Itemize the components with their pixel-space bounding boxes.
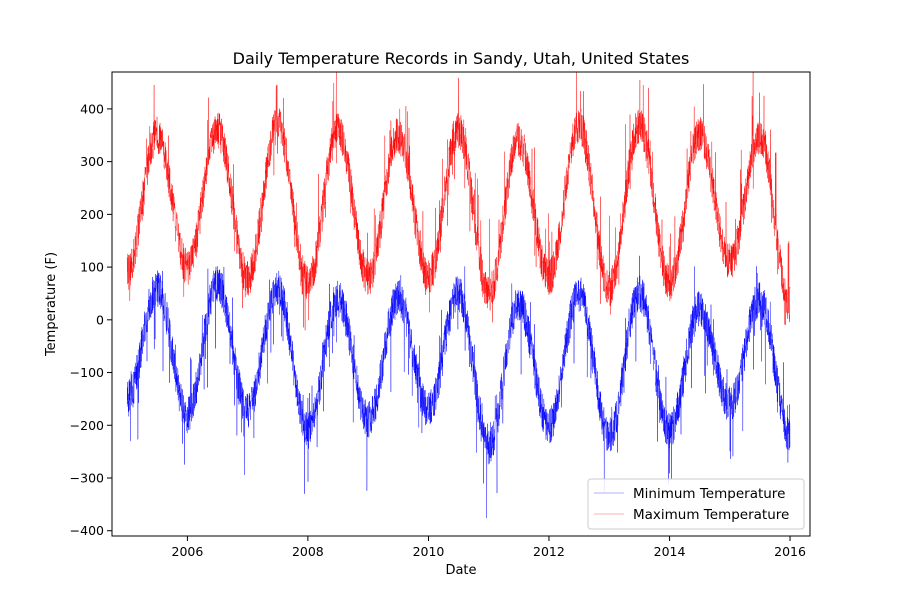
y-axis: 400 300 200 100 0 −100 −200 −300 −400 <box>70 101 112 538</box>
series-line-maximum-temperature <box>127 72 791 331</box>
y-tick-label: 400 <box>80 101 104 116</box>
plot-area-frame <box>111 71 811 537</box>
series-layer <box>127 72 791 519</box>
x-tick-label: 2008 <box>292 544 324 559</box>
legend: Minimum Temperature Maximum Temperature <box>587 478 805 530</box>
legend-label-maximum-temperature: Maximum Temperature <box>633 507 789 523</box>
legend-box <box>587 478 805 530</box>
y-tick-label: 300 <box>80 154 104 169</box>
x-tick-label: 2014 <box>654 544 686 559</box>
x-tick-label: 2012 <box>533 544 565 559</box>
y-tick-label: 0 <box>96 312 104 327</box>
y-tick-label: 100 <box>80 260 104 275</box>
y-tick-label: 200 <box>80 207 104 222</box>
x-axis: 2006 2008 2010 2012 2014 2016 <box>172 536 806 559</box>
y-tick-label: −100 <box>70 365 104 380</box>
x-axis-label: Date <box>445 563 476 578</box>
x-tick-label: 2006 <box>172 544 204 559</box>
legend-label-minimum-temperature: Minimum Temperature <box>633 486 785 502</box>
chart-title: Daily Temperature Records in Sandy, Utah… <box>233 49 690 68</box>
x-tick-label: 2010 <box>413 544 445 559</box>
y-tick-label: −400 <box>70 523 104 538</box>
x-tick-label: 2016 <box>774 544 806 559</box>
y-axis-label: Temperature (F) <box>44 252 59 357</box>
y-tick-label: −200 <box>70 418 104 433</box>
y-tick-label: −300 <box>70 471 104 486</box>
series-line-minimum-temperature <box>127 255 791 519</box>
